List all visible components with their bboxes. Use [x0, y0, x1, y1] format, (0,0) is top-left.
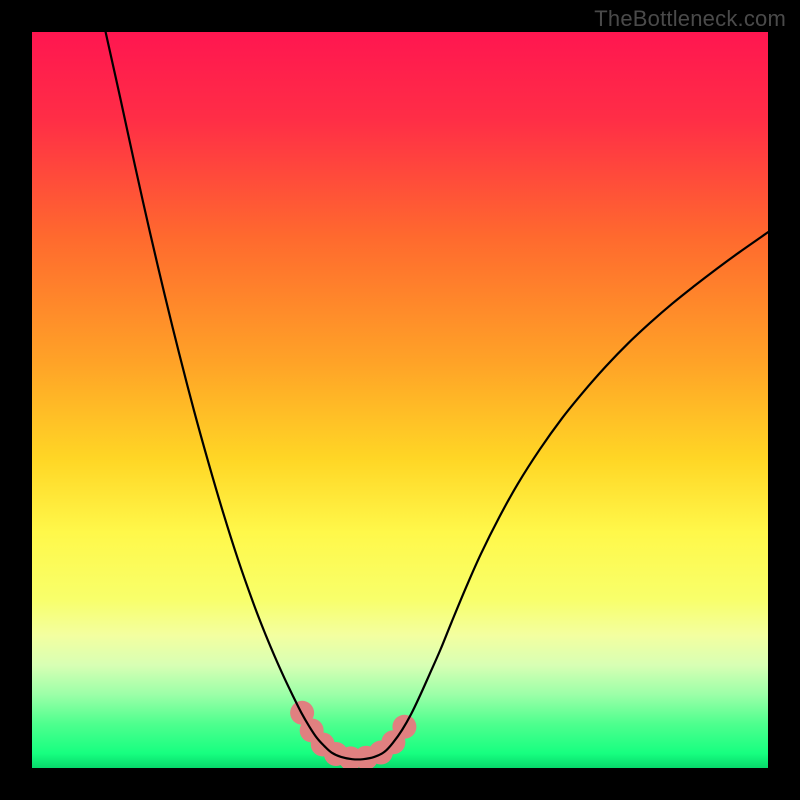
plot-area: [32, 32, 768, 768]
chart-svg: [32, 32, 768, 768]
watermark-text: TheBottleneck.com: [594, 6, 786, 32]
chart-background: [32, 32, 768, 768]
